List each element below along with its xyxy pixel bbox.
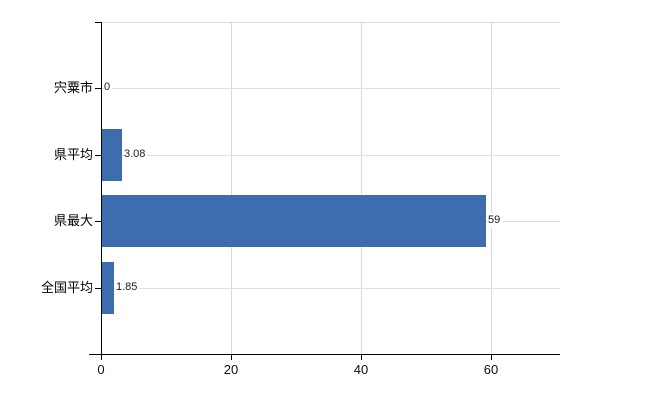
x-tick-label: 40 [353,362,369,377]
gridline-vertical [231,23,232,354]
value-label: 59 [488,213,503,229]
x-axis-tick [231,354,232,360]
x-axis-tick [491,354,492,360]
y-axis-line [101,22,102,354]
x-tick-label: 20 [223,362,239,377]
category-label: 全国平均 [40,279,93,295]
plot-top-border [101,22,560,23]
x-axis-tick [101,354,102,360]
gridline-vertical [491,23,492,354]
category-label: 宍粟市 [53,80,93,96]
gridline-vertical [361,23,362,354]
y-axis-tick [95,287,101,289]
x-axis-line [89,354,560,355]
value-label: 1.85 [116,279,140,295]
value-label: 3.08 [124,146,148,162]
gridline-horizontal [102,154,560,156]
category-label: 県最大 [53,213,93,229]
category-label: 県平均 [53,146,93,162]
bar [102,128,122,181]
value-label: 0 [104,80,113,96]
x-axis-tick [361,354,362,360]
y-axis-tick [95,88,101,90]
x-tick-label: 0 [97,362,105,377]
gridline-horizontal [102,287,560,289]
bar [102,195,486,248]
bar [102,261,114,314]
y-axis-tick [95,221,101,223]
y-axis-tick [95,154,101,156]
y-axis-top-tick [95,22,102,23]
x-tick-label: 60 [483,362,499,377]
gridline-horizontal [102,88,560,90]
